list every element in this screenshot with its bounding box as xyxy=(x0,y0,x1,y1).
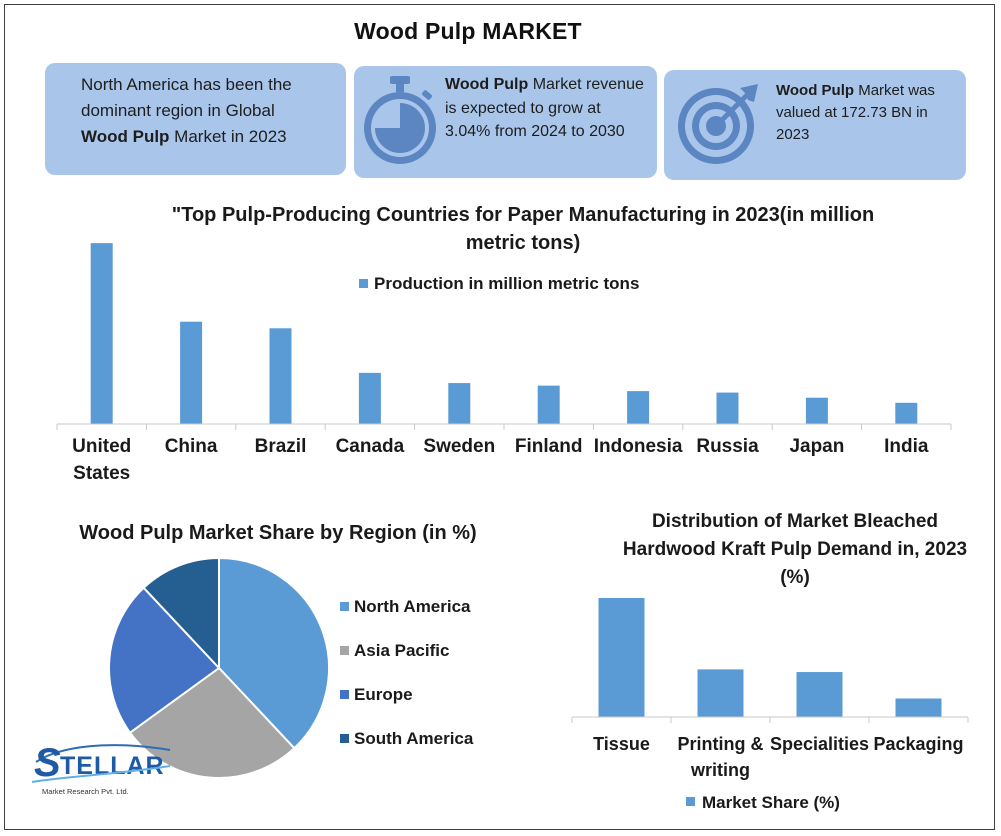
bar-packaging xyxy=(895,698,942,717)
legend-swatch xyxy=(340,602,349,611)
card-text: Wood Pulp Market revenue is expected to … xyxy=(445,73,650,144)
top-producers-bar-chart: "Top Pulp-Producing Countries for Paper … xyxy=(56,204,952,484)
logo-tagline: Market Research Pvt. Ltd. xyxy=(42,787,129,796)
card-text-bold: Wood Pulp xyxy=(445,76,529,93)
x-tick-label: Printing & writing xyxy=(678,734,764,780)
x-tick-label: United States xyxy=(72,436,131,484)
pie-slice-europe xyxy=(108,586,221,735)
stopwatch-icon xyxy=(364,76,436,164)
target-arrow-icon xyxy=(678,84,758,164)
bar-specialities xyxy=(796,672,843,717)
stellar-logo: S TELLAR Market Research Pvt. Ltd. xyxy=(31,741,171,796)
info-card-growth-rate: Wood Pulp Market revenue is expected to … xyxy=(354,66,657,178)
page-title: Wood Pulp MARKET xyxy=(354,18,582,44)
infographic-frame xyxy=(4,4,995,830)
bar-finland xyxy=(537,385,560,424)
chart-title-line-1: "Top Pulp-Producing Countries for Paper … xyxy=(172,204,874,226)
legend-label: Asia Pacific xyxy=(354,641,449,660)
chart-title-line: Distribution of Market Bleached xyxy=(652,511,938,532)
x-tick-label: Specialities xyxy=(770,734,869,754)
card-text-suffix: Market was valued at 172.73 BN in 2023 xyxy=(776,82,935,143)
bar-canada xyxy=(358,372,381,424)
x-tick-label: India xyxy=(884,436,929,457)
x-tick-label: Japan xyxy=(789,436,844,457)
x-tick-label: Indonesia xyxy=(594,436,683,457)
info-card-market-value: Wood Pulp Market was valued at 172.73 BN… xyxy=(664,70,966,180)
x-tick-label: Brazil xyxy=(255,436,307,457)
bar-tissue xyxy=(598,598,645,717)
x-tick-label: Sweden xyxy=(423,436,495,457)
legend-swatch xyxy=(686,797,695,806)
bar-sweden xyxy=(448,383,471,424)
legend-label: Market Share (%) xyxy=(702,793,840,812)
x-tick-label: Russia xyxy=(696,436,759,457)
chart-title-line: (%) xyxy=(780,567,810,588)
card-text-bold: Wood Pulp xyxy=(81,127,170,146)
card-text-suffix: Market revenue is expected to grow at 3.… xyxy=(445,76,644,140)
bar-printing-writing xyxy=(697,669,744,717)
pie-slice-south-america xyxy=(142,556,220,671)
bar-united-states xyxy=(90,243,113,424)
logo-wordmark: TELLAR xyxy=(60,752,165,780)
legend-label: Production in million metric tons xyxy=(374,274,639,293)
x-tick-label: China xyxy=(165,436,218,457)
x-tick-label: Finland xyxy=(515,436,583,457)
x-tick-label: Packaging xyxy=(873,734,963,754)
bar-indonesia xyxy=(627,391,650,424)
card-text-bold: Wood Pulp xyxy=(776,82,855,99)
chart-title: Wood Pulp Market Share by Region (in %) xyxy=(79,522,476,544)
pie-slice-asia-pacific xyxy=(128,666,296,779)
legend-swatch xyxy=(359,279,368,288)
legend-swatch xyxy=(340,734,349,743)
kraft-pulp-demand-bar-chart: Distribution of Market Bleached Hardwood … xyxy=(571,511,969,812)
info-card-dominant-region: North America has been the dominant regi… xyxy=(45,63,346,175)
bar-brazil xyxy=(269,328,292,424)
legend-label: South America xyxy=(354,729,474,748)
card-text: Wood Pulp Market was valued at 172.73 BN… xyxy=(776,80,956,146)
card-text-prefix: North America has been the dominant regi… xyxy=(81,75,292,120)
chart-title-line-2: metric tons) xyxy=(466,232,580,254)
x-tick-label: Tissue xyxy=(593,734,650,754)
legend-label: North America xyxy=(354,597,471,616)
x-tick-label: Canada xyxy=(336,436,405,457)
chart-title-line: Hardwood Kraft Pulp Demand in, 2023 xyxy=(623,539,967,560)
bar-russia xyxy=(716,392,739,424)
bar-japan xyxy=(805,397,828,424)
bar-china xyxy=(180,321,203,424)
legend-swatch xyxy=(340,646,349,655)
bar-india xyxy=(895,402,918,424)
legend-label: Europe xyxy=(354,685,413,704)
card-text-suffix: Market in 2023 xyxy=(169,127,287,146)
legend-swatch xyxy=(340,690,349,699)
pie-slice-north-america xyxy=(218,556,330,750)
region-share-pie-chart: Wood Pulp Market Share by Region (in %) … xyxy=(79,522,477,779)
logo-initial: S xyxy=(34,741,61,785)
